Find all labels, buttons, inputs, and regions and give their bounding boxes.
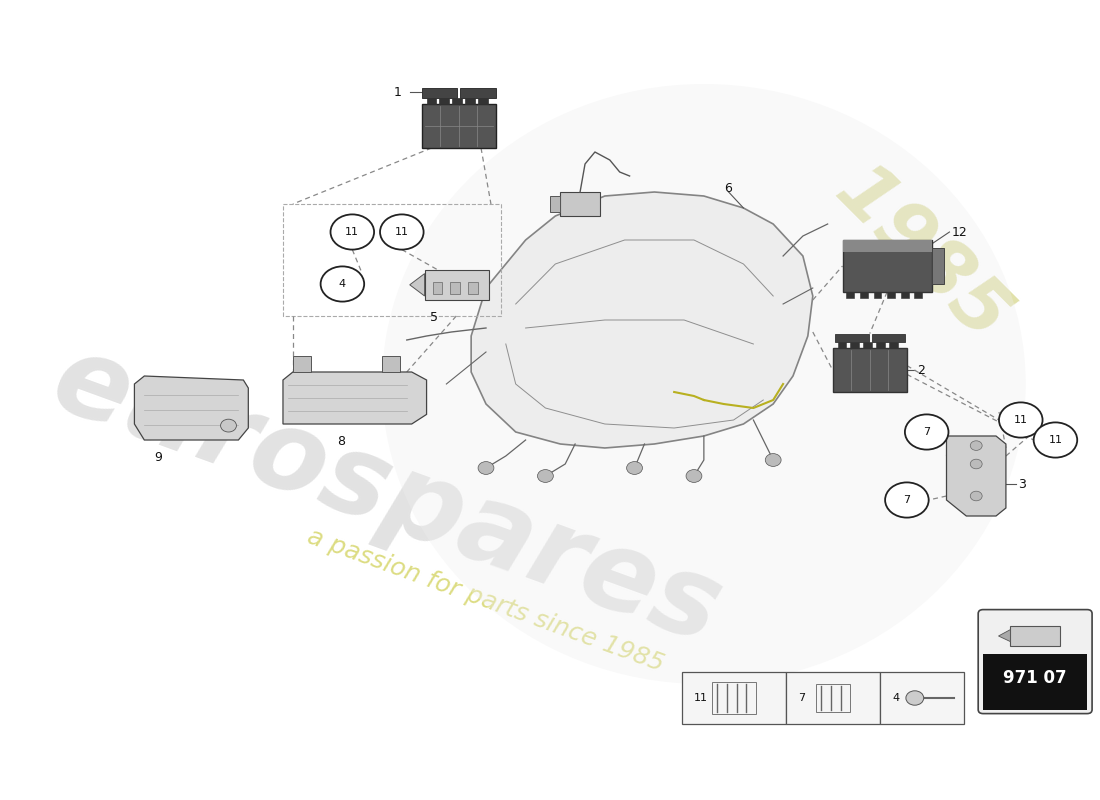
- FancyBboxPatch shape: [978, 610, 1092, 714]
- Text: 7: 7: [923, 427, 931, 437]
- Polygon shape: [283, 372, 427, 424]
- Bar: [550, 196, 560, 212]
- Bar: [1011, 626, 1060, 646]
- Bar: [469, 282, 478, 294]
- Bar: [835, 334, 869, 342]
- Bar: [460, 88, 496, 98]
- Bar: [682, 672, 786, 724]
- Circle shape: [766, 454, 781, 466]
- Text: 2: 2: [916, 363, 925, 377]
- Circle shape: [379, 214, 424, 250]
- Bar: [421, 88, 458, 98]
- Text: eurospares: eurospares: [39, 326, 735, 666]
- Text: a passion for parts since 1985: a passion for parts since 1985: [305, 524, 668, 676]
- Bar: [837, 342, 847, 348]
- Bar: [864, 342, 872, 348]
- Text: 5: 5: [429, 311, 438, 324]
- Text: 11: 11: [345, 227, 360, 237]
- Bar: [427, 98, 437, 104]
- Circle shape: [906, 690, 924, 706]
- Text: 4: 4: [339, 279, 346, 289]
- Bar: [293, 356, 310, 372]
- Circle shape: [330, 214, 374, 250]
- Bar: [873, 292, 881, 298]
- Bar: [843, 240, 932, 292]
- Bar: [450, 282, 460, 294]
- Circle shape: [970, 441, 982, 450]
- Bar: [816, 684, 850, 712]
- Text: 11: 11: [694, 693, 708, 703]
- Text: 8: 8: [338, 435, 345, 448]
- Bar: [382, 356, 399, 372]
- Text: 4: 4: [892, 693, 899, 703]
- Text: 1985: 1985: [821, 154, 1023, 358]
- Polygon shape: [134, 376, 249, 440]
- Circle shape: [886, 482, 928, 518]
- Ellipse shape: [382, 84, 1025, 684]
- PathPatch shape: [471, 192, 813, 448]
- Text: 7: 7: [798, 693, 805, 703]
- Bar: [914, 292, 922, 298]
- Bar: [860, 292, 868, 298]
- Text: 7: 7: [903, 495, 911, 505]
- Text: 9: 9: [154, 451, 162, 464]
- Circle shape: [686, 470, 702, 482]
- Polygon shape: [999, 630, 1011, 642]
- Bar: [850, 342, 859, 348]
- Bar: [932, 248, 944, 284]
- Text: 11: 11: [1048, 435, 1063, 445]
- Bar: [880, 672, 965, 724]
- Circle shape: [478, 462, 494, 474]
- Circle shape: [538, 470, 553, 482]
- Bar: [872, 334, 905, 342]
- Circle shape: [970, 459, 982, 469]
- Circle shape: [1034, 422, 1077, 458]
- Circle shape: [970, 491, 982, 501]
- Bar: [478, 98, 488, 104]
- Text: 971 07: 971 07: [1003, 669, 1067, 686]
- Text: 6: 6: [724, 182, 732, 194]
- Bar: [983, 654, 1087, 710]
- Bar: [452, 98, 462, 104]
- Bar: [901, 292, 909, 298]
- Bar: [786, 672, 880, 724]
- Bar: [560, 192, 600, 216]
- Text: 12: 12: [952, 226, 967, 238]
- Text: 11: 11: [395, 227, 409, 237]
- Bar: [712, 682, 757, 714]
- Bar: [432, 282, 442, 294]
- Bar: [833, 348, 906, 392]
- Text: 3: 3: [1018, 478, 1025, 490]
- Circle shape: [627, 462, 642, 474]
- Bar: [847, 292, 855, 298]
- Polygon shape: [409, 274, 425, 296]
- Bar: [887, 292, 895, 298]
- Bar: [843, 240, 932, 252]
- Polygon shape: [946, 436, 1005, 516]
- Circle shape: [221, 419, 236, 432]
- Circle shape: [905, 414, 948, 450]
- Text: 11: 11: [1014, 415, 1027, 425]
- Bar: [421, 104, 496, 148]
- Bar: [439, 98, 449, 104]
- Bar: [425, 270, 490, 300]
- Bar: [465, 98, 475, 104]
- Bar: [889, 342, 898, 348]
- Text: 1: 1: [394, 86, 402, 98]
- Bar: [877, 342, 886, 348]
- Circle shape: [320, 266, 364, 302]
- Circle shape: [999, 402, 1043, 438]
